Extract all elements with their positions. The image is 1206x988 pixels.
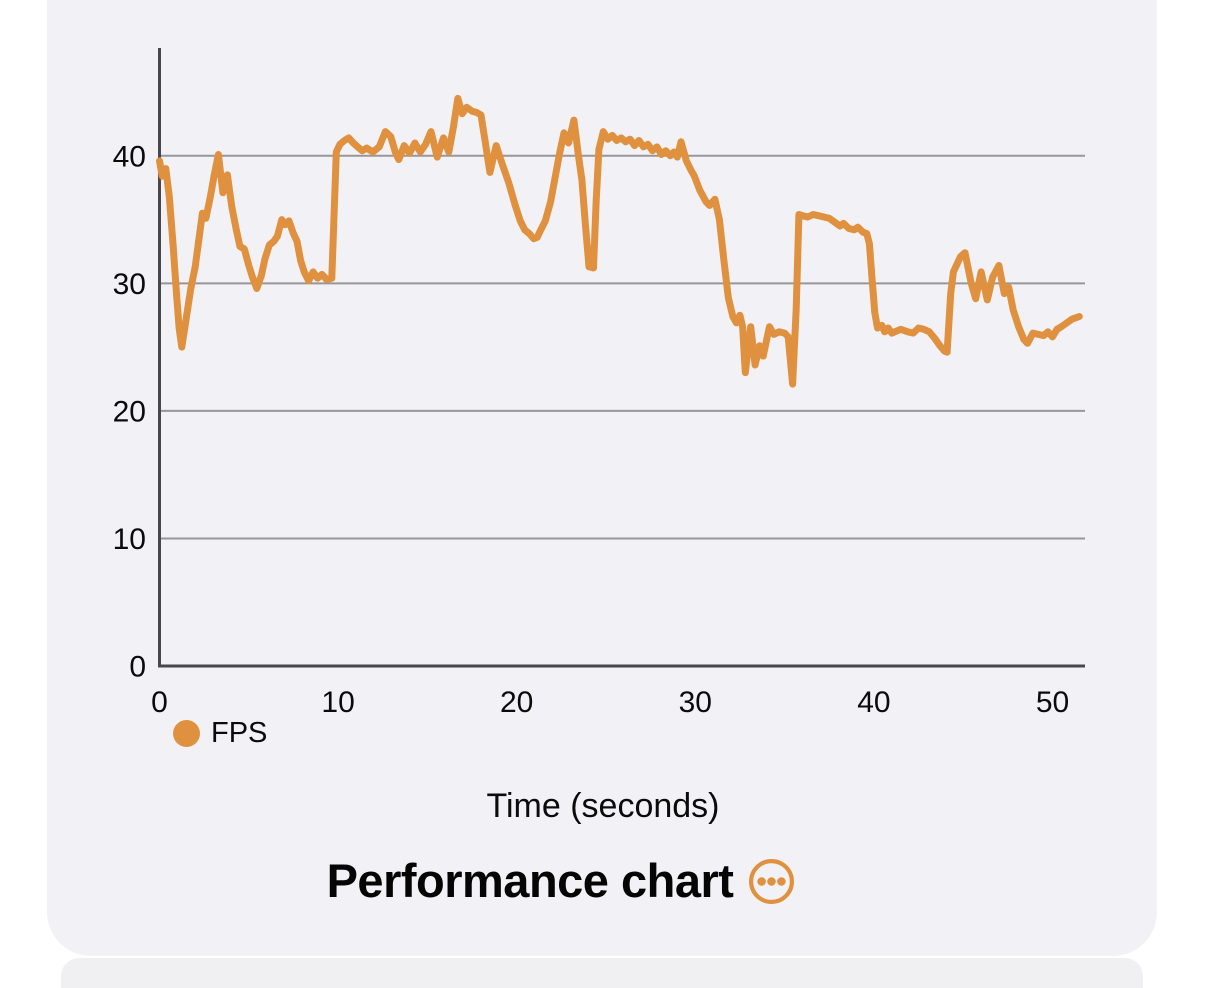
legend-fps-label: FPS bbox=[211, 717, 268, 749]
legend: FPS bbox=[173, 719, 267, 748]
screen: { "colors": { "accent_orange": "#E0913F"… bbox=[0, 0, 1164, 988]
stacked-card-peek bbox=[61, 958, 1143, 988]
legend-fps-dot-icon bbox=[173, 720, 200, 747]
ellipsis-circle-icon[interactable] bbox=[748, 858, 795, 905]
chart-title-row: Performance chart bbox=[0, 853, 1164, 909]
x-axis-title: Time (seconds) bbox=[486, 787, 720, 825]
ellipsis-circle-glyph bbox=[749, 858, 795, 904]
chart-title: Performance chart bbox=[326, 854, 734, 907]
